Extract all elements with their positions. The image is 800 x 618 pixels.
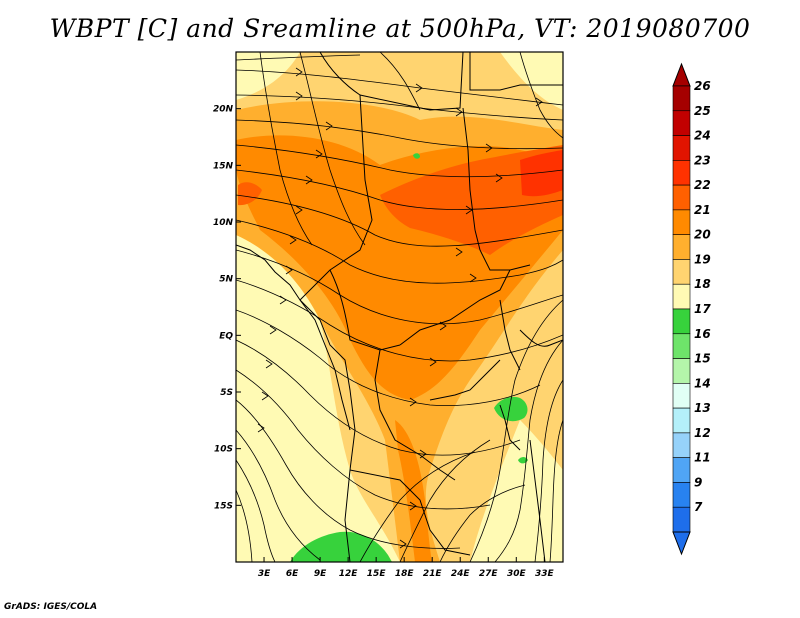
longitude-axis: 3E 6E 9E 12E 15E 18E 21E 24E 27E 30E 33E xyxy=(258,557,555,579)
colorbar-label: 26 xyxy=(694,79,711,93)
lon-tick-label: 21E xyxy=(423,569,443,579)
lon-tick-label: 15E xyxy=(367,569,387,579)
colorbar-label: 7 xyxy=(694,500,703,514)
stream-arrows xyxy=(257,67,543,549)
colorbar-swatch xyxy=(672,482,691,508)
lat-tick-label: 20N xyxy=(213,105,234,115)
lon-tick-label: 33E xyxy=(535,569,555,579)
lon-tick-label: 18E xyxy=(395,569,415,579)
colorbar-swatch xyxy=(672,160,691,186)
lat-tick-label: 5S xyxy=(220,388,233,398)
colorbar-label: 24 xyxy=(694,129,711,143)
boundaries xyxy=(236,52,563,562)
colorbar-bottom-arrow xyxy=(672,531,691,556)
lon-tick-label: 24E xyxy=(451,569,471,579)
lat-tick-label: EQ xyxy=(219,331,233,341)
latitude-axis: 20N 15N 10N 5N EQ 5S 10S 15S xyxy=(213,105,241,511)
colorbar-label: 13 xyxy=(694,401,711,415)
colorbar-swatch xyxy=(672,457,691,483)
colorbar-swatch xyxy=(672,259,691,285)
map-title: WBPT [C] and Sreamline at 500hPa, VT: 20… xyxy=(49,14,751,43)
colorbar-swatch xyxy=(672,333,691,359)
lat-tick-label: 10N xyxy=(213,218,234,228)
lon-tick-label: 30E xyxy=(507,569,527,579)
colorbar-swatch xyxy=(672,283,691,310)
colorbar-swatch xyxy=(672,209,691,235)
lat-tick-label: 15S xyxy=(214,501,233,511)
colorbar-swatch xyxy=(672,358,691,384)
colorbar-swatch xyxy=(672,135,691,161)
colorbar-label: 22 xyxy=(694,178,711,192)
colorbar-label: 23 xyxy=(694,153,711,167)
colorbar-label: 15 xyxy=(694,352,711,366)
colorbar-swatch xyxy=(672,110,691,136)
lon-tick-label: 12E xyxy=(339,569,359,579)
map-frame xyxy=(235,51,564,563)
colorbar-label: 11 xyxy=(694,451,711,465)
lat-tick-label: 15N xyxy=(213,161,234,171)
colorbar-label: 17 xyxy=(694,302,711,316)
colorbar-label: 20 xyxy=(694,228,711,242)
colorbar: 26 25 24 23 22 21 20 19 18 17 16 15 14 13 12 11 9 7 xyxy=(672,62,711,556)
colorbar-swatch xyxy=(672,407,691,434)
colorbar-label: 25 xyxy=(694,104,711,118)
lat-tick-label: 5N xyxy=(219,275,233,285)
colorbar-swatch xyxy=(672,383,691,409)
colorbar-label: 12 xyxy=(694,426,711,440)
credit-label: GrADS: IGES/COLA xyxy=(4,602,98,612)
lon-tick-label: 27E xyxy=(479,569,499,579)
wbpt-shading xyxy=(236,52,563,562)
colorbar-swatch xyxy=(672,234,691,260)
lon-tick-label: 9E xyxy=(314,569,327,579)
lon-tick-label: 6E xyxy=(286,569,299,579)
colorbar-label: 9 xyxy=(694,475,702,489)
colorbar-swatch xyxy=(672,184,691,211)
colorbar-swatch xyxy=(672,506,691,533)
colorbar-label: 16 xyxy=(694,327,711,341)
colorbar-swatch xyxy=(672,308,691,335)
colorbar-swatch xyxy=(672,85,691,112)
colorbar-swatch xyxy=(672,432,691,458)
colorbar-label: 18 xyxy=(694,277,711,291)
colorbar-label: 14 xyxy=(694,376,711,390)
colorbar-label: 19 xyxy=(694,252,711,266)
lat-tick-label: 10S xyxy=(214,445,233,455)
colorbar-label: 21 xyxy=(694,203,711,217)
colorbar-top-arrow xyxy=(672,62,691,87)
lon-tick-label: 3E xyxy=(258,569,271,579)
